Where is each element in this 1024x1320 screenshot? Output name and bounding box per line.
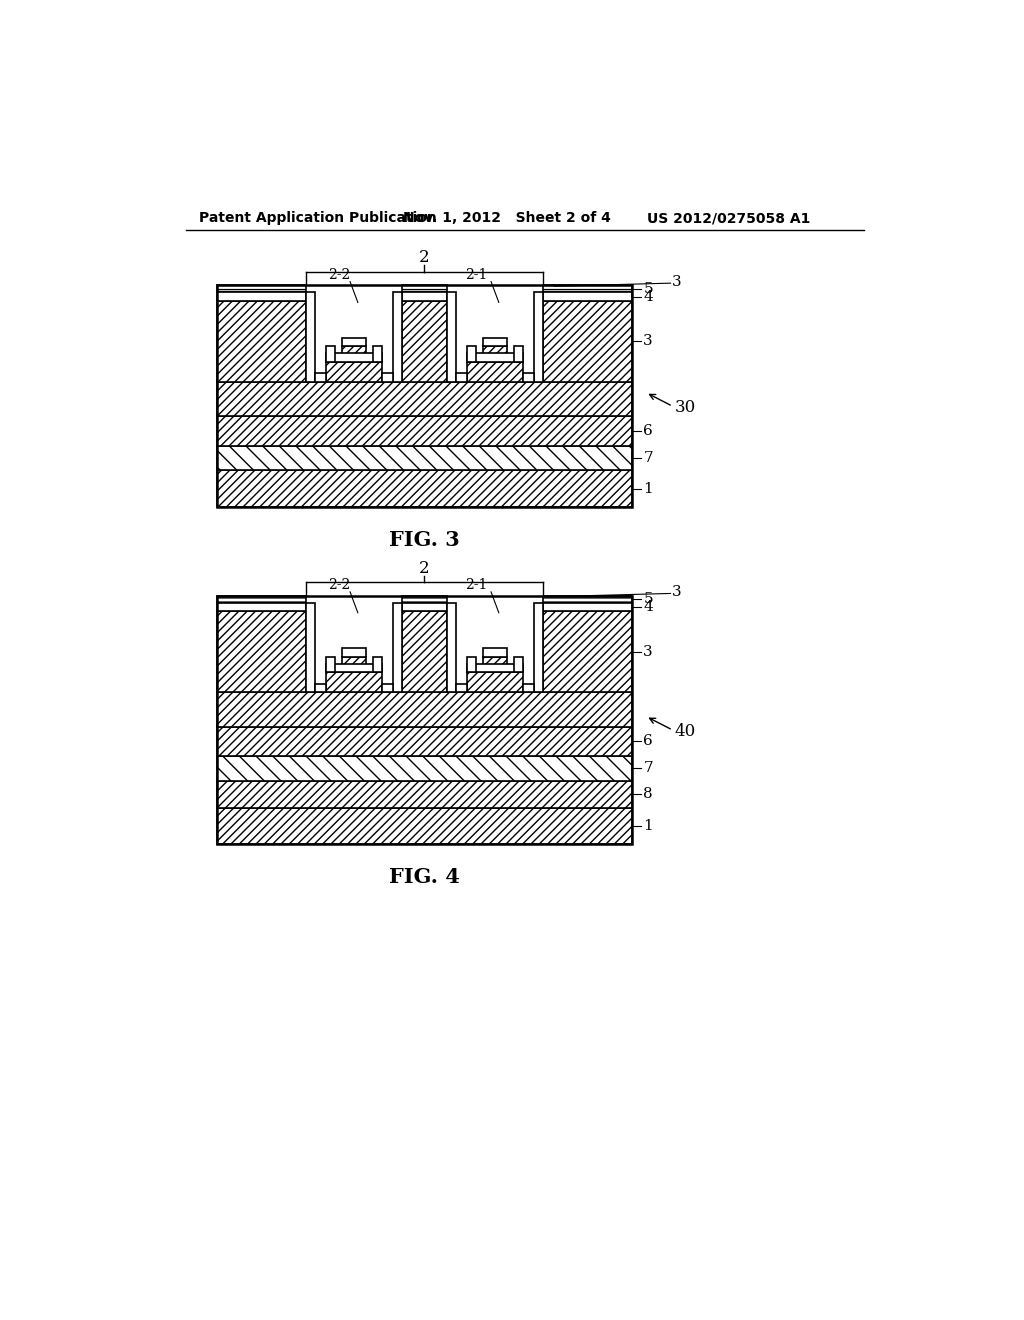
Bar (456, 684, 467, 692)
Text: Nov. 1, 2012   Sheet 2 of 4: Nov. 1, 2012 Sheet 2 of 4 (403, 211, 611, 226)
Bar (327, 354, 382, 362)
Text: Patent Application Publication: Patent Application Publication (200, 211, 437, 226)
Bar (217, 381, 632, 416)
Bar (306, 293, 314, 381)
Text: 7: 7 (643, 762, 653, 775)
Bar (217, 692, 632, 726)
Bar (514, 656, 522, 672)
Bar (342, 648, 367, 656)
Bar (382, 374, 393, 381)
Bar (401, 293, 447, 301)
Text: 2-2: 2-2 (328, 268, 350, 281)
Text: FIG. 4: FIG. 4 (389, 867, 460, 887)
Bar (217, 595, 306, 603)
Bar (342, 338, 367, 346)
Text: 1: 1 (643, 818, 653, 833)
Bar (401, 611, 447, 692)
Bar (373, 346, 382, 362)
Text: 8: 8 (643, 787, 653, 801)
Bar (217, 470, 632, 507)
Bar (535, 603, 543, 692)
Bar (447, 293, 456, 381)
Bar (217, 293, 306, 301)
Bar (306, 603, 314, 692)
Text: 2-1: 2-1 (465, 578, 487, 591)
Bar (217, 780, 632, 808)
Bar (401, 603, 447, 611)
Bar (217, 301, 306, 381)
Bar (327, 672, 382, 692)
Text: US 2012/0275058 A1: US 2012/0275058 A1 (647, 211, 811, 226)
Text: 30: 30 (675, 400, 695, 416)
Text: 2-1: 2-1 (465, 268, 487, 281)
Bar (382, 684, 393, 692)
Bar (482, 656, 507, 672)
Bar (522, 374, 535, 381)
Text: 3: 3 (643, 334, 653, 348)
Bar (401, 595, 447, 603)
Bar (314, 684, 327, 692)
Text: 3: 3 (672, 585, 682, 599)
Bar (467, 664, 522, 672)
Text: 3: 3 (643, 644, 653, 659)
Text: 6: 6 (643, 424, 653, 438)
Bar (482, 346, 507, 362)
Text: 2-2: 2-2 (328, 578, 350, 591)
Bar (467, 354, 522, 362)
Bar (467, 362, 522, 381)
Bar (327, 656, 335, 672)
Bar (482, 648, 507, 656)
Bar (467, 656, 476, 672)
Bar (217, 285, 306, 293)
Bar (543, 285, 632, 293)
Text: 7: 7 (643, 451, 653, 465)
Bar (342, 346, 367, 362)
Bar (514, 346, 522, 362)
Text: 2: 2 (419, 560, 430, 577)
Text: 5: 5 (643, 593, 653, 606)
Bar (467, 346, 476, 362)
Text: 40: 40 (675, 723, 695, 741)
Text: 3: 3 (672, 275, 682, 289)
Bar (217, 595, 632, 845)
Text: 6: 6 (643, 734, 653, 748)
Bar (543, 611, 632, 692)
Bar (482, 338, 507, 346)
Bar (522, 684, 535, 692)
Text: 2: 2 (419, 249, 430, 267)
Bar (401, 301, 447, 381)
Bar (401, 285, 447, 293)
Bar (543, 293, 632, 301)
Bar (373, 656, 382, 672)
Bar (535, 293, 543, 381)
Bar (327, 664, 382, 672)
Bar (393, 603, 401, 692)
Bar (217, 756, 632, 780)
Bar (217, 611, 306, 692)
Text: 5: 5 (643, 282, 653, 296)
Bar (447, 603, 456, 692)
Bar (467, 672, 522, 692)
Bar (217, 446, 632, 470)
Bar (393, 293, 401, 381)
Text: 4: 4 (643, 289, 653, 304)
Bar (327, 346, 335, 362)
Bar (456, 374, 467, 381)
Bar (217, 726, 632, 756)
Bar (217, 603, 306, 611)
Bar (342, 656, 367, 672)
Bar (217, 416, 632, 446)
Bar (217, 808, 632, 845)
Bar (327, 362, 382, 381)
Bar (543, 603, 632, 611)
Text: FIG. 3: FIG. 3 (389, 529, 460, 549)
Text: 1: 1 (643, 482, 653, 496)
Bar (543, 301, 632, 381)
Bar (217, 285, 632, 507)
Text: 4: 4 (643, 599, 653, 614)
Bar (314, 374, 327, 381)
Bar (543, 595, 632, 603)
